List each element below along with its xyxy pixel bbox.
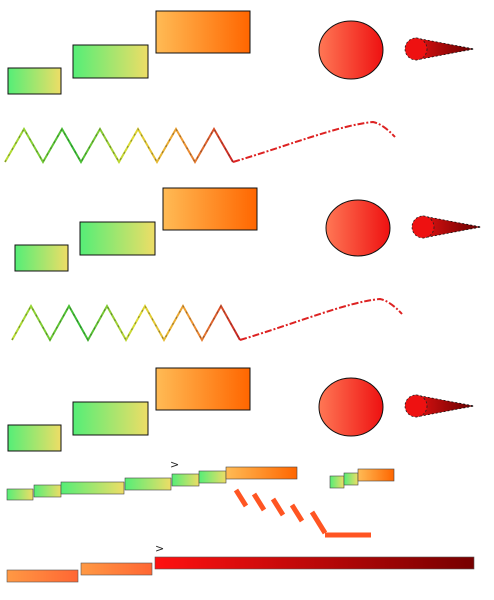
shape-group-3: [7, 367, 475, 452]
bar-segment: [6, 569, 79, 583]
mini-bar-segment: [343, 472, 359, 486]
wave-line-2: [11, 297, 403, 343]
bar-segment: [60, 481, 125, 495]
bar-segment: [154, 556, 475, 570]
bar-segment: [124, 477, 172, 491]
dashed-step-line: [233, 488, 371, 538]
bar-row-b: >: [6, 542, 475, 583]
small-rectangle: [7, 67, 62, 95]
bar-segment: [225, 466, 298, 480]
medium-rectangle: [79, 221, 156, 256]
row-b-marker: >: [155, 542, 164, 555]
bar-segment: [171, 473, 200, 487]
cone-tip-circle: [411, 215, 435, 239]
zigzag-dash-overlay: [11, 304, 241, 342]
cone-tip-circle: [404, 37, 428, 61]
small-rectangle: [7, 424, 62, 452]
medium-rectangle: [72, 44, 149, 79]
bar-segment: [80, 562, 153, 576]
circle: [318, 377, 384, 437]
row-a-marker: >: [170, 458, 179, 471]
small-rectangle: [14, 244, 69, 272]
cone-tip-circle: [404, 394, 428, 418]
shape-group-2: [14, 187, 482, 272]
mini-bar-segment: [357, 468, 395, 482]
bar-segment: [198, 470, 227, 484]
zigzag-line: [11, 303, 241, 343]
circle: [318, 20, 384, 80]
circle: [325, 199, 391, 257]
dashed-curve: [239, 297, 403, 341]
bar-segment: [33, 484, 62, 498]
dashed-curve: [232, 120, 396, 163]
large-rectangle: [162, 187, 258, 231]
zigzag-line: [4, 126, 234, 165]
wave-line-1: [4, 120, 396, 165]
bar-segment: [6, 488, 34, 501]
large-rectangle: [155, 367, 251, 411]
medium-rectangle: [72, 401, 149, 436]
mini-bar-segment: [329, 475, 345, 489]
bar-row-a: >: [6, 458, 395, 501]
shape-group-1: [7, 10, 475, 95]
large-rectangle: [155, 10, 251, 54]
